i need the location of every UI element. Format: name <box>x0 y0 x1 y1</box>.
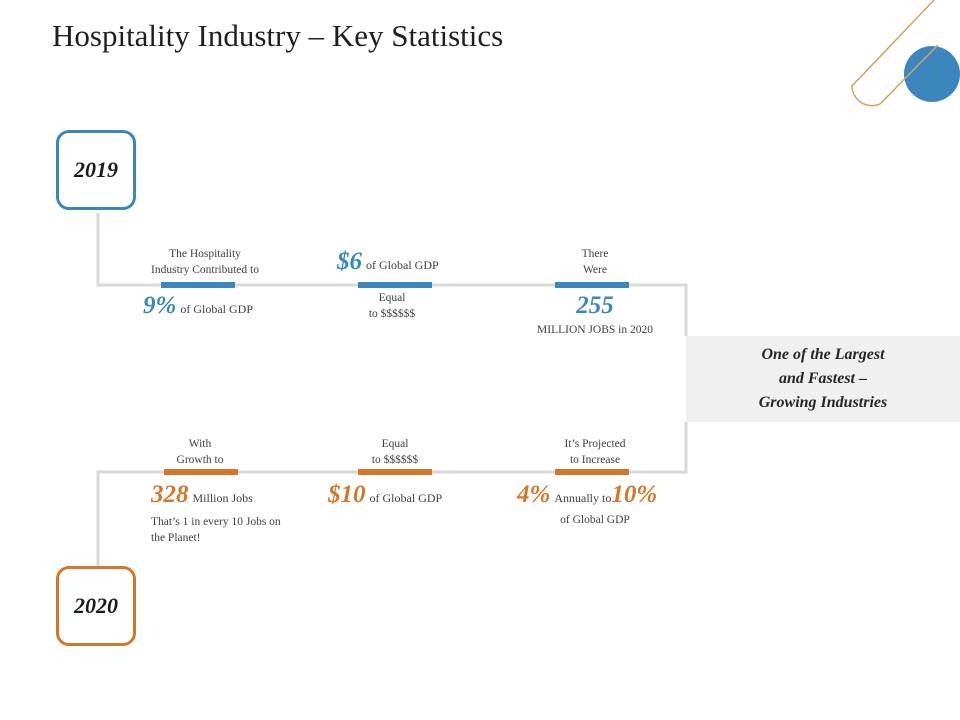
value-suffix: Million Jobs <box>192 491 253 505</box>
stat-2020-1-caption: With Growth to <box>150 436 250 468</box>
stat-2020-1-bar <box>164 469 238 475</box>
note-line: That’s 1 in every 10 Jobs on <box>151 516 281 528</box>
decorative-shapes <box>851 0 960 107</box>
decorative-circle <box>904 46 960 102</box>
stat-2019-1-value: 9% of Global GDP <box>143 292 253 320</box>
caption-line: There <box>581 248 609 260</box>
big-number: 328 <box>151 481 189 508</box>
decorative-capsule-outline <box>851 0 939 107</box>
value-suffix: of Global GDP <box>366 258 439 272</box>
callout-line: Growing Industries <box>758 394 888 411</box>
big-number: 4% <box>517 481 551 508</box>
stat-2020-2-bar <box>358 469 432 475</box>
stat-2019-3-unit: MILLION JOBS in 2020 <box>537 324 653 336</box>
year-box-2020: 2020 <box>56 566 136 646</box>
caption-line: Growth to <box>176 454 224 466</box>
caption-line: It’s Projected <box>564 438 626 450</box>
stat-2020-3-bar <box>555 469 629 475</box>
caption-line: The Hospitality <box>169 248 241 260</box>
big-number: $6 <box>337 248 362 275</box>
callout-box: One of the Largest and Fastest – Growing… <box>686 336 960 422</box>
big-number: $10 <box>328 481 366 508</box>
stat-2020-3-value: 4% Annually to10% <box>517 481 657 509</box>
stat-2019-3-bar <box>555 282 629 288</box>
stat-2020-1-value: 328 Million Jobs <box>151 481 253 509</box>
stat-2019-2-value: $6 of Global GDP <box>337 248 439 276</box>
value-suffix: of Global GDP <box>369 491 443 505</box>
stat-2019-2-bar <box>358 282 432 288</box>
caption-line: to $$$$$$ <box>368 308 416 320</box>
stat-2020-3-caption: It’s Projected to Increase <box>535 436 655 468</box>
big-number: 9% <box>143 292 177 319</box>
caption-line: Equal <box>378 292 406 304</box>
stat-2019-3-caption: There Were <box>545 246 645 278</box>
stat-2020-2-caption: Equal to $$$$$$ <box>345 436 445 468</box>
caption-line: With <box>188 438 212 450</box>
stat-2020-3-unit: of Global GDP <box>560 514 630 526</box>
big-number-secondary: 10% <box>611 481 658 508</box>
stat-2019-1-bar <box>161 282 235 288</box>
callout-line: and Fastest – <box>778 370 867 387</box>
caption-line: to Increase <box>569 454 621 466</box>
year-box-2019: 2019 <box>56 130 136 210</box>
stat-2019-2-caption: Equal to $$$$$$ <box>322 290 462 322</box>
stat-2020-1-note: That’s 1 in every 10 Jobs on the Planet! <box>151 514 321 546</box>
caption-line: Equal <box>381 438 409 450</box>
caption-line: to $$$$$$ <box>371 454 419 466</box>
caption-line: Were <box>583 264 607 276</box>
page-title: Hospitality Industry – Key Statistics <box>52 18 504 53</box>
note-line: the Planet! <box>151 532 201 544</box>
value-suffix: of Global GDP <box>180 302 253 316</box>
stat-2019-3-big-number: 255 <box>576 292 614 319</box>
value-mid-text: Annually to <box>554 491 612 505</box>
stat-2019-1-caption: The Hospitality Industry Contributed to <box>125 246 285 278</box>
callout-line: One of the Largest <box>761 346 885 363</box>
caption-line: Industry Contributed to <box>151 264 259 276</box>
stat-2020-2-value: $10 of Global GDP <box>328 481 442 509</box>
